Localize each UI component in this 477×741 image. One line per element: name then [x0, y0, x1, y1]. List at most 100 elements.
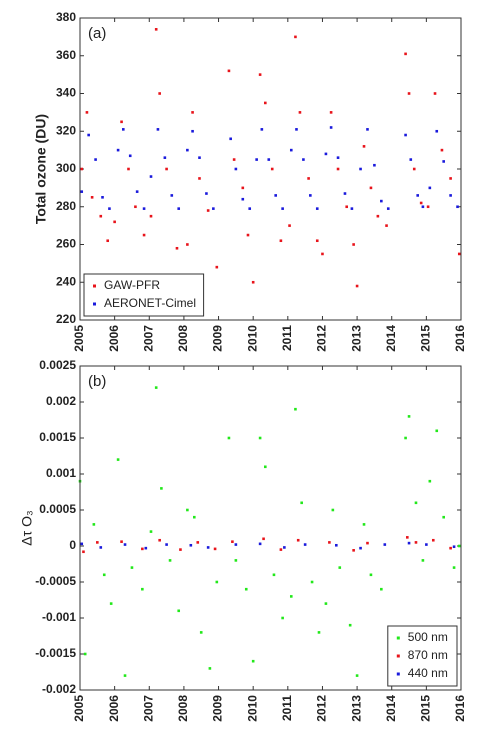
point	[369, 186, 373, 190]
point	[369, 573, 373, 577]
point	[144, 546, 148, 550]
point	[279, 548, 283, 551]
point	[352, 243, 355, 246]
point	[440, 148, 444, 152]
point	[262, 537, 265, 541]
x-tick-label: 2015	[419, 695, 433, 722]
y-tick-label: 220	[56, 312, 76, 326]
point	[258, 73, 262, 76]
y-tick-label: -0.0005	[35, 574, 76, 588]
point	[406, 536, 409, 539]
point	[303, 543, 307, 546]
point	[141, 587, 144, 591]
point	[331, 508, 335, 512]
point	[85, 111, 89, 114]
point	[425, 543, 428, 546]
point	[272, 573, 276, 577]
point	[383, 543, 387, 546]
point	[362, 145, 366, 148]
point	[227, 436, 231, 440]
x-tick-label: 2016	[453, 325, 467, 352]
series	[80, 126, 459, 210]
point	[352, 549, 355, 552]
point	[260, 128, 264, 131]
point	[267, 158, 271, 161]
point	[302, 158, 305, 161]
point	[274, 194, 277, 197]
y-tick-label: 0.0025	[39, 358, 76, 372]
point	[154, 386, 158, 389]
point	[404, 133, 407, 137]
series	[80, 541, 456, 550]
point	[244, 587, 248, 591]
point	[336, 156, 340, 159]
point	[428, 479, 432, 483]
y-tick-label: -0.001	[42, 610, 76, 624]
legend-label: 500 nm	[408, 630, 448, 644]
point	[232, 158, 236, 161]
point	[376, 214, 380, 218]
point	[386, 207, 390, 210]
point	[142, 233, 146, 237]
point	[449, 546, 452, 550]
point	[165, 167, 168, 171]
point	[324, 602, 328, 605]
point	[328, 541, 331, 544]
point	[251, 280, 255, 284]
point	[258, 436, 262, 440]
point	[96, 541, 99, 544]
point	[94, 158, 97, 161]
point	[179, 548, 182, 551]
point	[343, 192, 347, 195]
point	[329, 111, 333, 114]
x-tick-label: 2014	[384, 695, 398, 722]
x-tick-label: 2011	[280, 695, 294, 721]
x-tick-label: 2016	[453, 695, 467, 722]
x-tick-label: 2009	[211, 325, 225, 352]
point	[198, 177, 201, 180]
point	[99, 546, 103, 549]
x-tick-label: 2005	[72, 325, 86, 352]
point	[215, 580, 219, 584]
x-tick-label: 2009	[211, 695, 225, 722]
point	[163, 156, 167, 159]
point	[362, 523, 366, 526]
axes-frame	[79, 365, 462, 691]
point	[120, 540, 123, 543]
point	[355, 674, 359, 677]
point	[189, 543, 193, 547]
point	[442, 515, 445, 519]
point	[206, 546, 210, 549]
x-tick-label: 2015	[419, 325, 433, 352]
point	[80, 190, 84, 193]
point	[345, 205, 348, 209]
point	[231, 540, 234, 543]
point	[294, 407, 297, 411]
point	[414, 501, 418, 505]
point	[449, 194, 452, 197]
x-tick-label: 2007	[141, 695, 155, 722]
point	[442, 160, 445, 163]
point	[154, 28, 158, 31]
point	[177, 609, 181, 613]
y-tick-label: 260	[56, 237, 76, 251]
point	[205, 192, 208, 195]
legend-swatch	[93, 302, 96, 306]
y-tick-label: 300	[56, 161, 76, 175]
point	[196, 541, 200, 544]
point	[92, 523, 96, 526]
point	[366, 541, 369, 545]
point	[141, 547, 144, 551]
point	[373, 163, 376, 167]
point	[315, 239, 319, 243]
point	[99, 214, 103, 218]
y-tick-label: 320	[56, 123, 76, 137]
x-tick-label: 2006	[107, 695, 121, 722]
y-tick-label: 0.0005	[39, 502, 76, 516]
point	[142, 207, 146, 210]
x-tick-label: 2010	[245, 695, 259, 722]
legend-label: AERONET-Cimel	[104, 296, 196, 310]
point	[170, 194, 174, 197]
x-tick-label: 2008	[176, 325, 190, 352]
